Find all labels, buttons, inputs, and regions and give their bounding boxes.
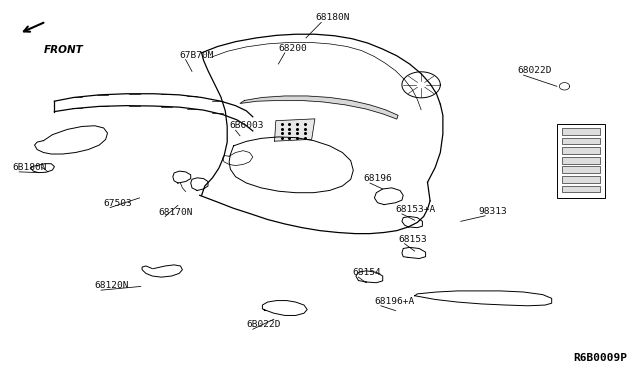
FancyBboxPatch shape (562, 157, 600, 164)
Text: 67503: 67503 (104, 199, 132, 208)
Text: 6B022D: 6B022D (246, 320, 281, 329)
FancyBboxPatch shape (557, 124, 605, 198)
Text: 68180N: 68180N (315, 13, 349, 22)
Text: 68196: 68196 (364, 174, 392, 183)
Text: 68120N: 68120N (95, 281, 129, 290)
Text: 98313: 98313 (479, 207, 508, 216)
Text: 6B180N: 6B180N (13, 163, 47, 172)
FancyBboxPatch shape (562, 167, 600, 173)
Text: 6B6003: 6B6003 (229, 121, 264, 130)
Text: 68022D: 68022D (517, 66, 552, 75)
Polygon shape (240, 96, 398, 119)
FancyBboxPatch shape (562, 128, 600, 135)
FancyBboxPatch shape (562, 138, 600, 144)
Text: 68154: 68154 (352, 268, 381, 277)
Polygon shape (275, 119, 315, 141)
Text: 68153+A: 68153+A (396, 205, 436, 214)
FancyBboxPatch shape (562, 186, 600, 192)
Text: 67B70M: 67B70M (179, 51, 214, 60)
Text: R6B0009P: R6B0009P (573, 353, 627, 363)
FancyBboxPatch shape (562, 176, 600, 183)
Text: 68170N: 68170N (159, 208, 193, 217)
Text: 68196+A: 68196+A (374, 297, 415, 306)
FancyBboxPatch shape (562, 147, 600, 154)
Text: 68153: 68153 (398, 235, 427, 244)
Text: 68200: 68200 (278, 44, 307, 53)
Text: FRONT: FRONT (44, 45, 83, 55)
